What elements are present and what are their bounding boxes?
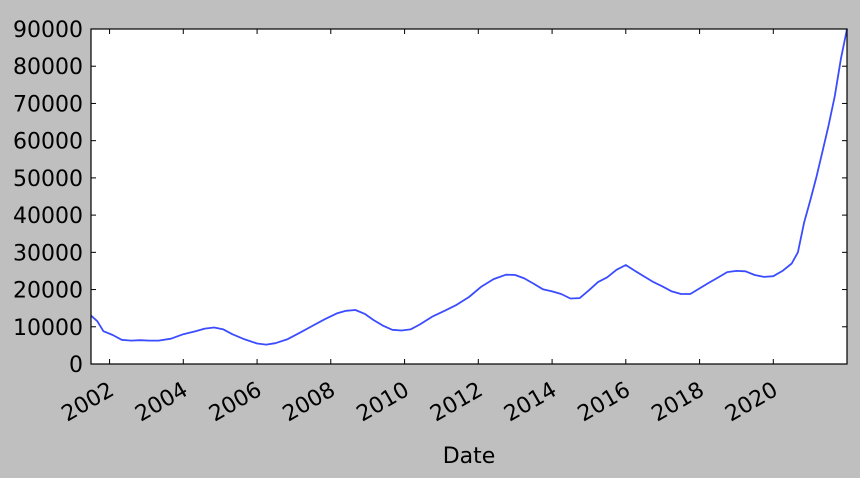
x-tick-label: 2018: [648, 378, 709, 428]
y-tick-label: 0: [69, 353, 83, 378]
x-tick-label: 2016: [574, 378, 635, 428]
x-tick-label: 2014: [500, 378, 561, 428]
y-tick-label: 50000: [13, 167, 83, 192]
x-axis-label: Date: [443, 444, 496, 469]
x-tick-label: 2004: [131, 378, 192, 428]
x-tick-label: 2002: [58, 378, 119, 428]
y-tick-label: 90000: [13, 18, 83, 43]
y-tick-label: 40000: [13, 204, 83, 229]
x-tick-label: 2012: [426, 378, 487, 428]
y-tick-label: 70000: [13, 92, 83, 117]
plot-frame: [90, 28, 848, 365]
x-tick-label: 2020: [721, 378, 782, 428]
y-tick-label: 30000: [13, 241, 83, 266]
x-tick-label: 2006: [205, 378, 266, 428]
plot-area: [91, 29, 847, 364]
y-tick-label: 10000: [13, 316, 83, 341]
y-tick-label: 20000: [13, 279, 83, 304]
y-axis: 0 10000 20000 30000 40000 50000 60000 70000 8000…: [13, 18, 847, 378]
y-tick-label: 80000: [13, 55, 83, 80]
x-tick-label: 2010: [353, 378, 414, 428]
series-line: [90, 28, 848, 346]
y-tick-label: 60000: [13, 130, 83, 155]
x-tick-label: 2008: [279, 378, 340, 428]
